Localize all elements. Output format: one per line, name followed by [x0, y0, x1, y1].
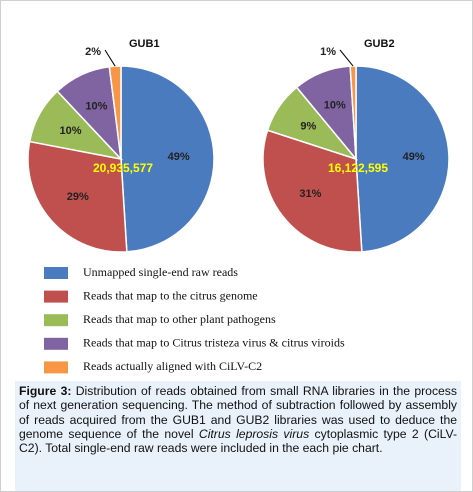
pie-title: GUB1 — [129, 38, 160, 50]
legend-swatch — [44, 267, 68, 279]
pie-total: 16,122,595 — [328, 161, 388, 175]
pie-slice — [262, 129, 363, 253]
legend-label: Reads that map to the citrus genome — [83, 288, 258, 302]
caption-text: Distribution of reads obtained from smal… — [19, 384, 457, 441]
value-label: 49% — [168, 151, 190, 163]
leader-line — [104, 49, 116, 67]
pie-slice — [355, 65, 450, 253]
value-label: 10% — [59, 125, 81, 137]
caption-label: Figure 3: — [19, 384, 72, 398]
caption: Figure 3: Distribution of reads obtained… — [15, 381, 461, 491]
value-label: 10% — [85, 101, 107, 113]
value-label: 10% — [324, 99, 346, 111]
legend-label: Reads that map to other plant pathogens — [83, 312, 276, 326]
caption-italic: Citrus leprosis virus — [198, 426, 310, 441]
caption-text: cytoplasmic type 2 (CiLV-C2). Total sing… — [19, 426, 458, 456]
legend-label: Reads that map to Citrus tristeza virus … — [83, 336, 345, 350]
legend-swatch — [44, 337, 68, 350]
legend-swatch — [44, 314, 68, 327]
value-label: 49% — [403, 151, 425, 163]
leader-line — [339, 49, 354, 67]
legend-label: Unmapped single-end raw reads — [83, 265, 238, 279]
legend-swatch — [44, 361, 68, 374]
pie-title: GUB2 — [364, 38, 395, 50]
legend-swatch — [44, 290, 68, 303]
value-label: 9% — [300, 120, 316, 132]
pie-slice — [27, 140, 128, 253]
value-label: 1% — [320, 46, 336, 58]
chart: 49% 29% 10% 10% 2% GUB1 20,935,577 49% 31% 9% 10% 1… — [27, 38, 450, 374]
pie-slice — [120, 65, 215, 253]
value-label: 31% — [299, 188, 321, 200]
value-label: 29% — [67, 191, 89, 203]
value-label: 2% — [85, 46, 101, 58]
legend-label: Reads actually aligned with CiLV-C2 — [83, 359, 262, 373]
pie-total: 20,935,577 — [93, 161, 153, 175]
